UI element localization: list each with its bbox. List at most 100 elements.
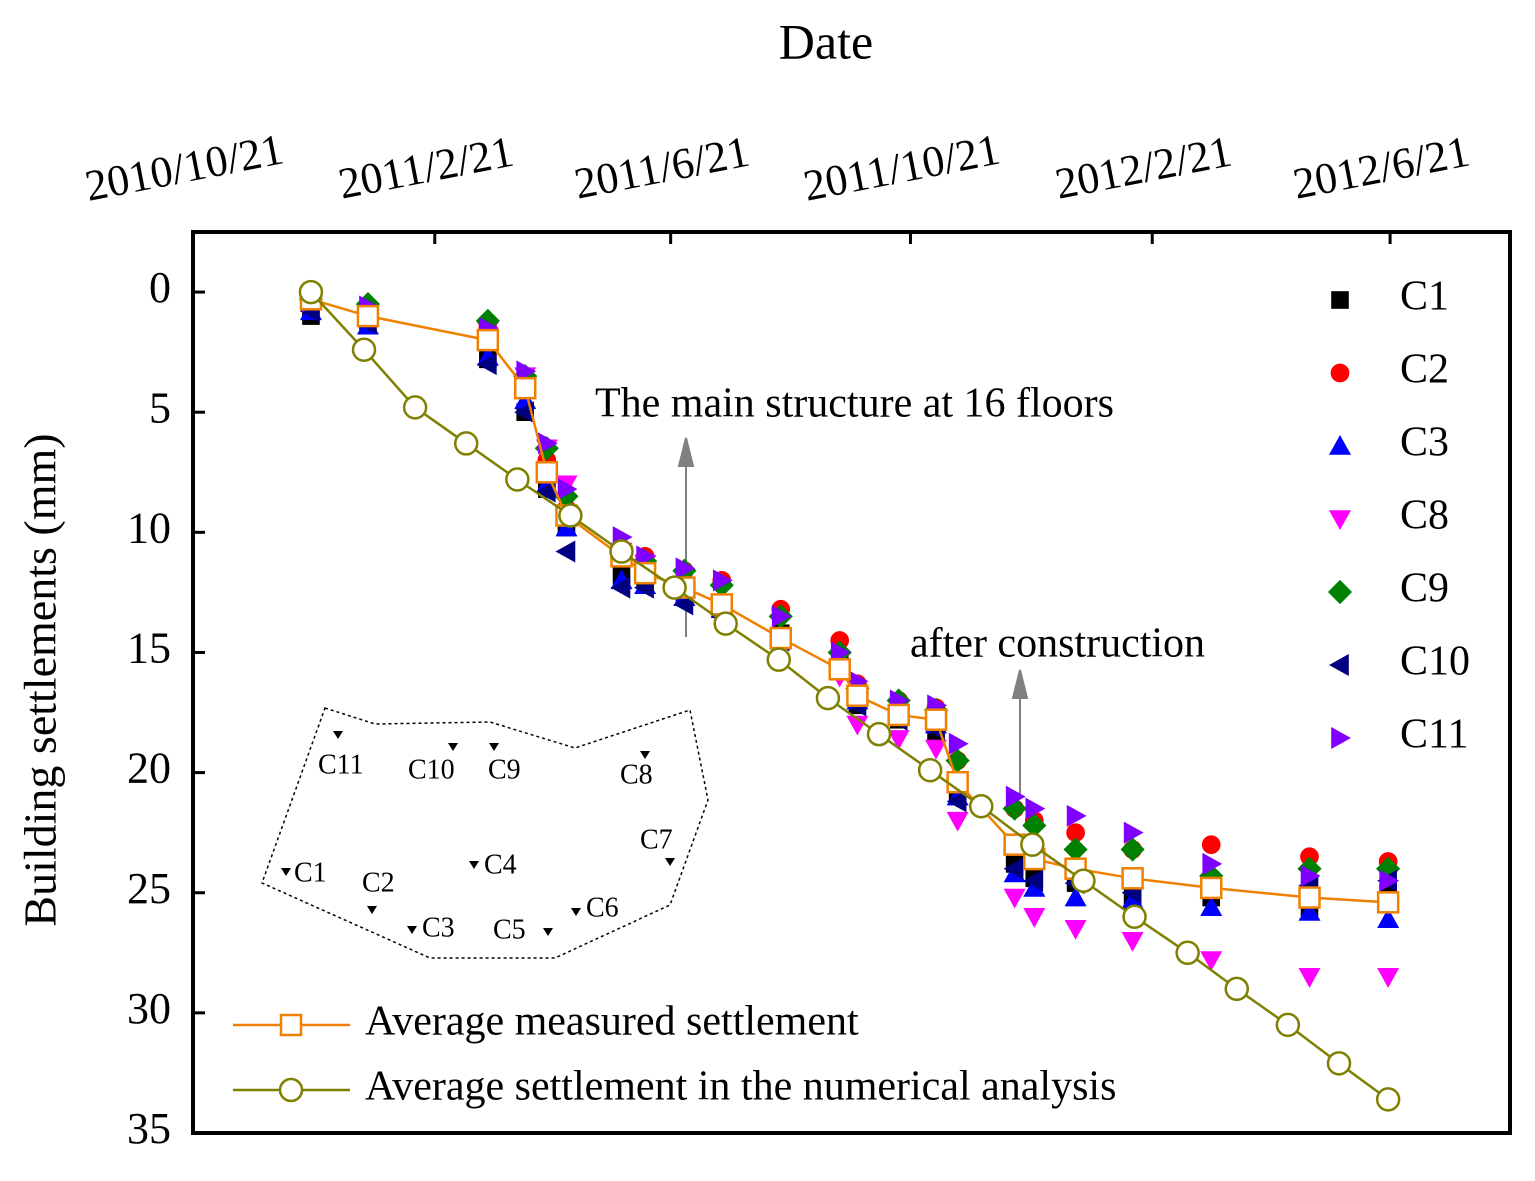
marker [1120,837,1145,862]
marker [1071,868,1096,893]
legend-label: C2 [1400,347,1449,393]
inset-outline [261,707,709,959]
marker [1379,869,1400,892]
marker [1005,785,1026,808]
legend-label: C9 [1400,566,1449,612]
marker [538,432,558,455]
inset-point [571,908,581,916]
marker [516,360,537,383]
x-tick-label: 2011/6/21 [570,127,753,209]
legend-marker [1327,579,1353,605]
inset-label: C6 [586,892,619,923]
legend-marker [278,1077,304,1103]
legend-marker [1330,363,1350,383]
y-tick-label: 20 [127,744,171,793]
inset: C11 C10 C9 C8 C7 C1 C2 C4 C6 C3 C5 [281,731,675,945]
marker [712,569,733,592]
marker [924,708,948,731]
marker [1121,867,1144,890]
marker [609,539,634,564]
inset-point [407,926,417,934]
marker [830,641,851,664]
marker [1066,823,1085,843]
marker [1123,821,1144,844]
marker [946,790,967,813]
legend-label: Average measured settlement [365,999,859,1045]
legend-marker [1329,654,1349,676]
marker [771,605,792,628]
marker [610,576,631,599]
inset-point [665,858,675,866]
marker [535,461,559,484]
marker [557,478,578,501]
legend-label: C3 [1400,420,1449,466]
marker [662,575,687,600]
marker [948,732,969,755]
inset-label: C3 [422,912,455,943]
marker [1377,968,1400,988]
legend-marker [279,1013,303,1037]
inset-label: C2 [362,867,395,898]
marker [476,353,497,376]
marker [1064,886,1087,907]
marker [505,467,530,492]
marker [453,431,479,456]
marker [1003,888,1026,909]
inset-point [281,868,291,876]
marker [298,279,324,305]
inset-label: C7 [640,824,673,855]
marker [713,611,738,636]
marker [1200,951,1223,972]
inset-point [367,906,377,914]
marker [1063,837,1088,862]
inset-point [640,751,650,759]
legend-marker [1331,291,1349,309]
y-axis-label: Building settlements (mm) [15,433,66,926]
y-tick-label: 0 [149,263,171,312]
marker [558,503,583,528]
chart-title: Date [779,13,873,69]
y-tick-label: 10 [127,503,171,552]
marker [766,647,792,672]
marker [887,703,910,727]
marker [1200,896,1223,916]
marker [815,685,841,711]
marker [1375,1087,1401,1112]
inset-label: C9 [488,754,521,785]
annotation: after construction [910,621,1205,667]
inset-label: C8 [620,759,653,790]
marker [846,715,869,736]
inset-point [448,743,458,751]
marker [1275,1012,1301,1038]
inset-point [489,743,499,751]
y-tick-label: 30 [127,984,171,1033]
legend-marker [1329,510,1351,530]
marker [1122,904,1147,930]
x-tick-label: 2011/10/21 [799,125,1004,211]
marker [710,593,734,616]
marker [513,376,537,400]
marker [675,557,696,580]
marker [917,757,943,783]
legend-label: C8 [1400,493,1449,539]
marker [1121,931,1144,952]
marker [1298,900,1321,921]
legend-label: Average settlement in the numerical anal… [365,1064,1116,1110]
inset-label: C1 [294,857,327,888]
marker [1376,891,1400,914]
legend-label: C1 [1400,274,1449,320]
marker [1020,832,1045,857]
legend-marker [1329,435,1351,455]
marker [1199,876,1223,900]
marker [1298,968,1321,988]
x-tick-label: 2012/2/21 [1051,127,1236,209]
marker [946,811,969,832]
marker [636,545,657,568]
series-line [310,291,1389,1101]
marker [1326,1051,1352,1076]
marker [1224,976,1250,1002]
marker [968,793,994,819]
marker [1064,919,1087,940]
marker [846,684,869,707]
